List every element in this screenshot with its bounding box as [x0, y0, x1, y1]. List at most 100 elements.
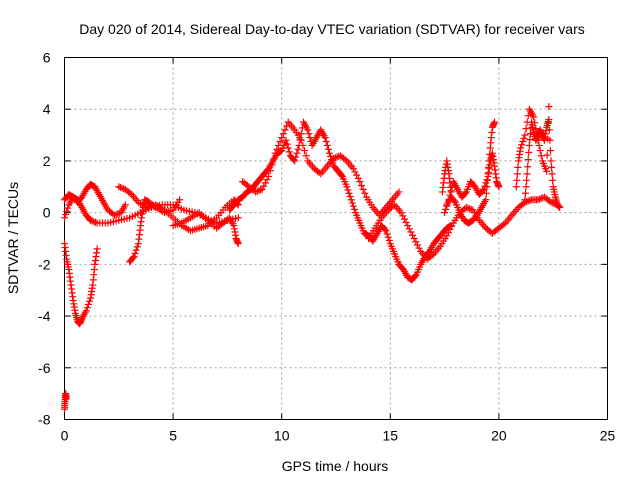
data-point — [131, 249, 139, 257]
data-point — [150, 202, 158, 210]
data-point — [444, 229, 452, 237]
data-point — [535, 141, 543, 149]
y-axis-label: SDTVAR / TECUs — [5, 182, 21, 294]
data-point — [523, 176, 531, 184]
data-point — [304, 126, 312, 134]
series-arc13 — [438, 157, 455, 196]
data-point — [415, 244, 423, 252]
data-point — [524, 156, 532, 164]
data-point — [448, 222, 456, 230]
data-point — [483, 176, 491, 184]
data-point — [446, 225, 454, 233]
data-point — [556, 203, 564, 211]
x-tick-label: 10 — [274, 428, 290, 444]
data-point — [84, 300, 92, 308]
data-point — [292, 153, 300, 161]
data-point — [534, 136, 542, 144]
data-point — [271, 149, 279, 157]
data-point — [467, 205, 475, 213]
data-point — [281, 126, 289, 134]
data-point — [62, 211, 70, 219]
x-axis-label: GPS time / hours — [282, 458, 389, 474]
y-tick-label: -4 — [38, 308, 51, 324]
data-point — [546, 147, 554, 155]
data-point — [87, 216, 95, 224]
data-point — [85, 297, 93, 305]
data-point — [341, 156, 349, 164]
data-point — [486, 150, 494, 158]
data-point — [443, 232, 451, 240]
data-point — [305, 130, 313, 138]
data-point — [407, 228, 415, 236]
data-point — [482, 189, 490, 197]
data-point — [428, 251, 436, 259]
data-point — [536, 195, 544, 203]
data-point — [441, 209, 449, 217]
series-arc2 — [61, 240, 101, 328]
data-point — [112, 211, 120, 219]
data-point — [464, 204, 472, 212]
data-point — [442, 205, 450, 213]
data-point — [130, 253, 138, 261]
data-point — [61, 214, 68, 222]
data-point — [350, 205, 358, 213]
data-point — [321, 134, 329, 142]
data-point — [62, 395, 70, 403]
data-point — [537, 152, 545, 160]
data-point — [284, 144, 292, 152]
data-point — [543, 167, 551, 175]
data-point — [63, 207, 71, 215]
data-point — [383, 230, 391, 238]
data-point — [265, 172, 273, 180]
data-point — [485, 163, 493, 171]
data-point — [282, 136, 290, 144]
data-point — [518, 141, 526, 149]
x-tick-label: 0 — [61, 428, 69, 444]
data-point — [525, 149, 533, 157]
data-point — [485, 157, 493, 165]
plot-frame — [64, 57, 608, 420]
data-point — [252, 188, 260, 196]
data-point — [531, 119, 539, 127]
data-point — [129, 254, 137, 262]
data-point — [64, 204, 72, 212]
data-point — [349, 165, 357, 173]
series-arc4 — [61, 180, 129, 219]
data-point — [462, 203, 470, 211]
data-point — [116, 183, 124, 191]
series-arc7 — [169, 209, 242, 248]
y-tick-label: 0 — [43, 205, 51, 221]
data-point — [522, 125, 530, 133]
data-point — [335, 152, 343, 160]
data-point — [260, 182, 268, 190]
data-point — [274, 141, 282, 149]
x-tick-label: 15 — [383, 428, 399, 444]
data-point — [522, 183, 530, 191]
data-point — [404, 222, 412, 230]
data-point — [324, 145, 332, 153]
data-point — [384, 233, 392, 241]
data-point — [381, 225, 389, 233]
data-point — [526, 196, 534, 204]
data-point — [399, 212, 407, 220]
data-point — [413, 241, 421, 249]
data-point — [344, 186, 352, 194]
data-point — [523, 170, 531, 178]
data-point — [548, 163, 556, 171]
data-point — [361, 189, 369, 197]
data-point — [126, 189, 134, 197]
data-point — [322, 138, 330, 146]
data-point — [257, 186, 265, 194]
data-point — [93, 245, 101, 253]
data-point — [263, 176, 271, 184]
series-arc8 — [226, 118, 455, 284]
data-point — [545, 103, 553, 111]
data-point — [548, 170, 556, 178]
series-arc6 — [126, 196, 184, 266]
data-point — [356, 178, 364, 186]
data-point — [302, 152, 310, 160]
data-point — [521, 196, 529, 204]
series-arc12 — [443, 118, 499, 227]
data-point — [524, 163, 532, 171]
y-tick-label: 2 — [43, 153, 51, 169]
